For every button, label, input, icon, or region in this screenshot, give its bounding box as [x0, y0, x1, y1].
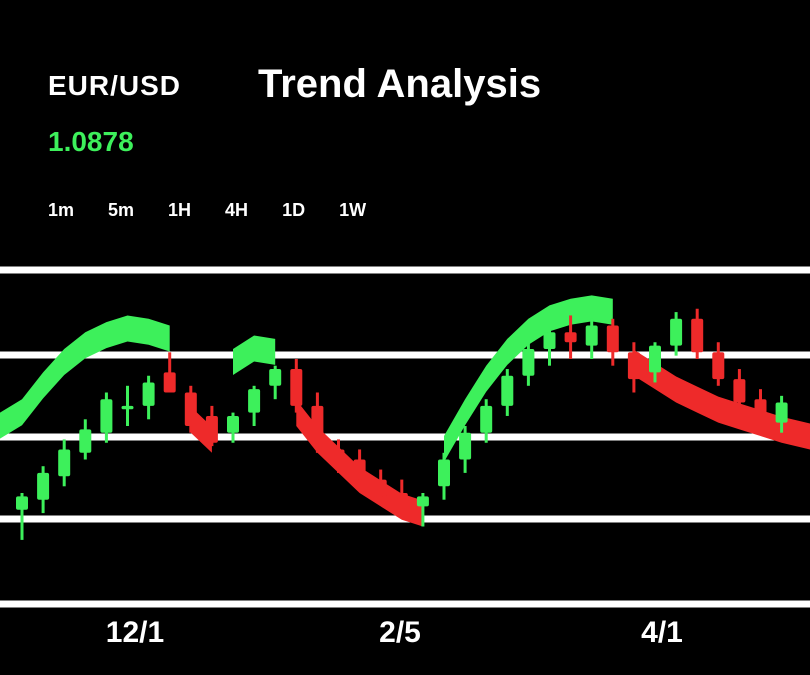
- candle-bull: [480, 405, 493, 433]
- candle-bear: [332, 449, 345, 467]
- trend-band: [0, 295, 810, 527]
- candle-bull: [670, 318, 683, 346]
- candle-bull: [37, 472, 50, 500]
- candle-bull: [585, 325, 598, 346]
- candle-bull: [416, 496, 429, 507]
- x-tick-label: 2/5: [379, 616, 421, 649]
- candle-bull: [248, 389, 261, 413]
- candle-bull: [100, 399, 113, 433]
- candle-bear: [712, 352, 725, 380]
- x-tick-label: 12/1: [105, 616, 165, 649]
- trend-band-up: [0, 315, 170, 439]
- trend-band-up: [444, 295, 613, 463]
- candle-bear: [184, 392, 197, 426]
- candle-bear: [311, 405, 324, 447]
- timeframe-1h[interactable]: 1H: [168, 200, 192, 220]
- candle-bull: [227, 415, 239, 433]
- timeframe-selector: 1m 5m 1H 4H 1D 1W: [48, 200, 366, 221]
- candle-bull: [79, 429, 92, 453]
- candle-bear: [163, 372, 176, 393]
- candle-bear: [691, 318, 704, 353]
- candle-bear: [395, 493, 408, 514]
- trend-band-up: [233, 335, 276, 375]
- timeframe-4h[interactable]: 4H: [225, 200, 249, 220]
- candle-bull: [775, 402, 788, 423]
- candle-bull: [459, 432, 472, 460]
- candle-bull: [142, 382, 155, 406]
- candle-bear: [606, 325, 619, 353]
- trend-band-down: [633, 349, 810, 450]
- candle-bull: [438, 459, 450, 487]
- candle-bull: [501, 375, 514, 406]
- timeframe-1w[interactable]: 1W: [339, 200, 367, 220]
- candle-bull: [522, 348, 535, 376]
- timeframe-1d[interactable]: 1D: [282, 200, 306, 220]
- price-label: 1.0878: [48, 126, 134, 157]
- candle-bear: [733, 379, 746, 403]
- candle-bull: [649, 345, 661, 373]
- candle-bear: [290, 369, 303, 406]
- candle-bull: [543, 332, 556, 349]
- x-tick-label: 4/1: [641, 616, 683, 649]
- trend-band-down: [296, 400, 423, 527]
- candle-bull: [269, 369, 282, 386]
- candles: [16, 308, 788, 540]
- candle-bear: [353, 459, 366, 480]
- candle-bull: [121, 405, 134, 410]
- symbol-label: EUR/USD: [48, 70, 182, 101]
- candle-bull: [16, 496, 28, 510]
- candle-bear: [627, 352, 640, 380]
- chart-title: Trend Analysis: [258, 62, 542, 106]
- candle-bear: [754, 399, 767, 420]
- candle-bear: [205, 415, 218, 443]
- timeframe-5m[interactable]: 5m: [108, 200, 135, 220]
- candle-bull: [58, 449, 71, 477]
- candle-bear: [564, 332, 577, 343]
- timeframe-1m[interactable]: 1m: [48, 200, 75, 220]
- candle-bear: [374, 479, 387, 497]
